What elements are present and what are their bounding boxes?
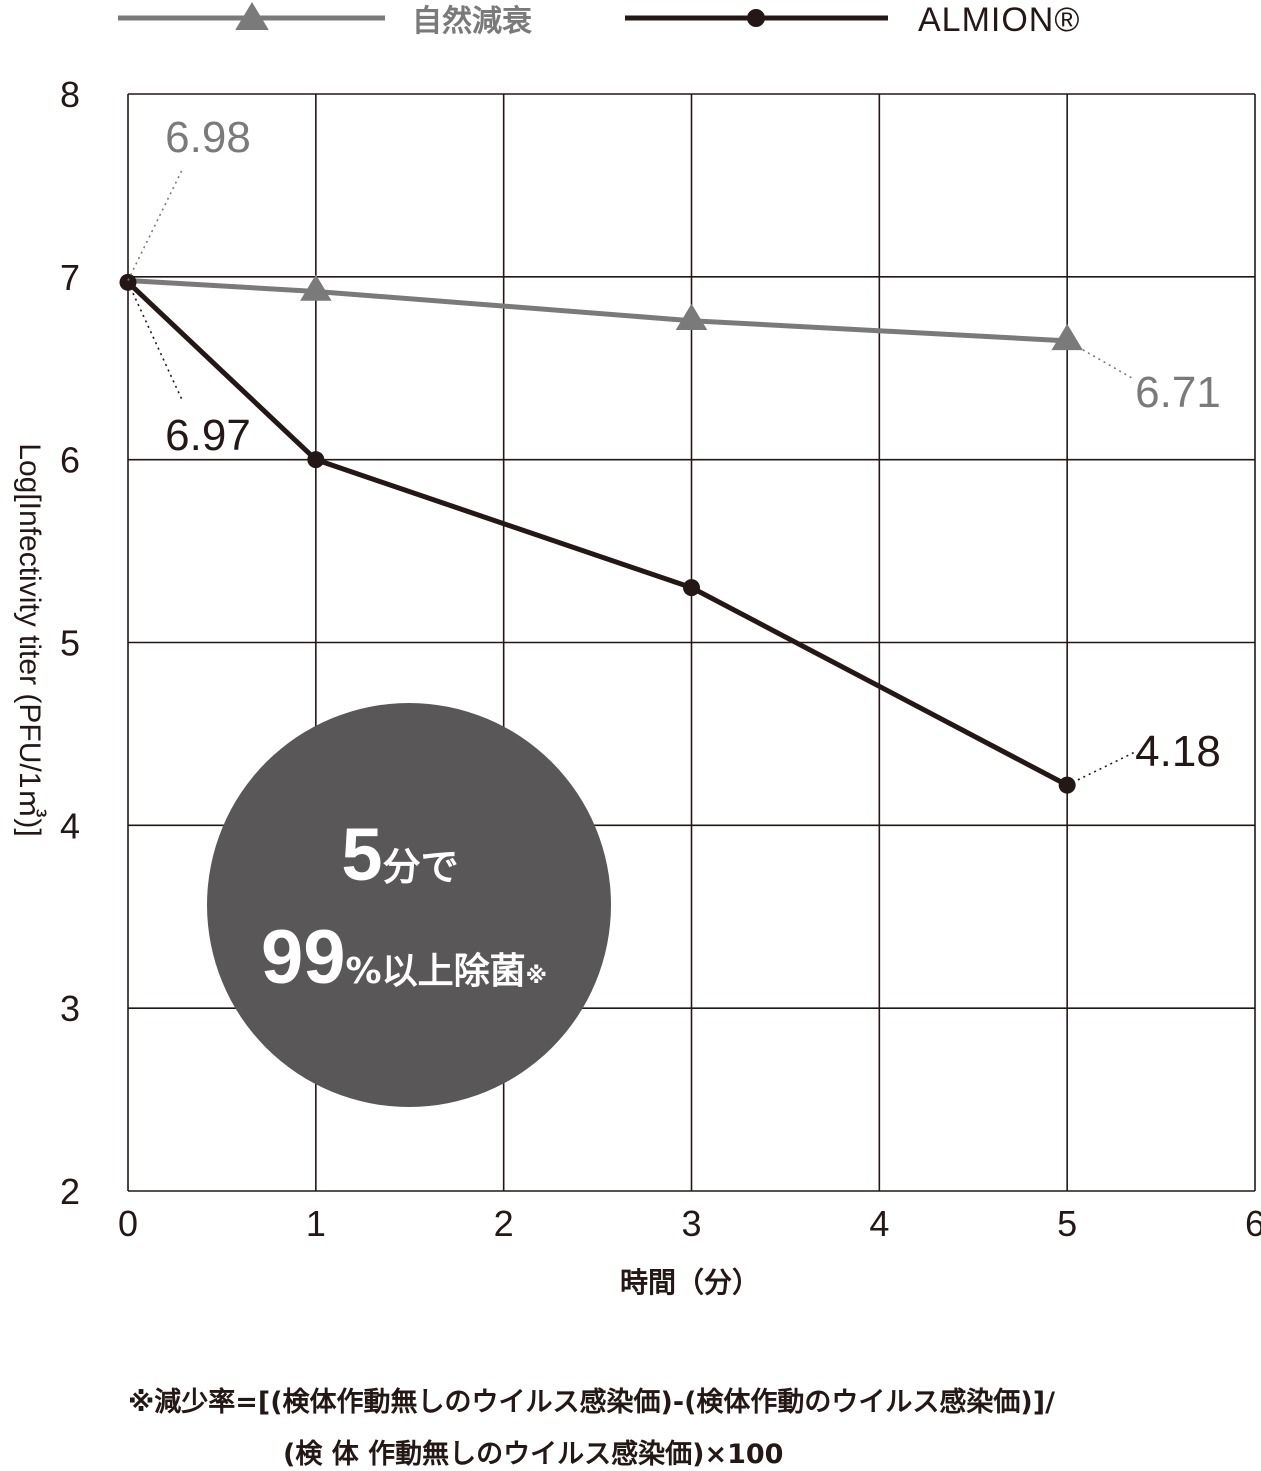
- data-label-leader: [1066, 340, 1133, 379]
- data-point-triangle: [1051, 323, 1083, 351]
- badge-text-1: 分で: [383, 845, 459, 889]
- x-tick-label: 2: [494, 1203, 514, 1244]
- badge-line-2: 99%以上除菌※: [261, 915, 547, 1000]
- footnote-line-1: ※減少率=[(検体作動無しのウイルス感染価)-(検体作動のウイルス感染価)]/: [128, 1387, 1055, 1418]
- y-tick-label: 3: [60, 988, 80, 1029]
- data-label: 6.71: [1135, 368, 1221, 417]
- data-label-leader: [127, 167, 184, 281]
- y-tick-label: 5: [60, 623, 80, 664]
- y-tick-label: 7: [60, 257, 80, 298]
- data-point-circle: [307, 451, 325, 469]
- badge-text-2: %以上除菌: [346, 951, 526, 992]
- series-group: 6.98 6.71 6.97 4.18: [119, 113, 1221, 794]
- y-axis-label: Log[Infectivity titer (PFU/1㎥)]: [13, 443, 46, 836]
- data-label: 6.97: [165, 411, 251, 460]
- series-line-0: [127, 277, 1068, 344]
- y-tick-label: 8: [60, 74, 80, 115]
- highlight-badge: 5分で 99%以上除菌※: [207, 703, 611, 1107]
- legend-label-almion: ALMION®: [918, 1, 1080, 39]
- data-label-leader: [127, 281, 184, 403]
- footnote-line-2: (検 体 作動無しのウイルス感染価)×100: [283, 1439, 784, 1470]
- y-tick-label: 4: [60, 805, 80, 846]
- data-point-triangle: [300, 274, 332, 301]
- legend-circle-marker: [747, 9, 765, 27]
- badge-circle: [207, 703, 611, 1107]
- y-tick-label: 6: [60, 440, 80, 481]
- legend: 自然減衰 ALMION®: [118, 1, 1080, 39]
- series-line-1: [126, 280, 1069, 788]
- legend-triangle-marker: [235, 2, 269, 30]
- data-label: 4.18: [1135, 727, 1221, 776]
- x-axis-label: 時間（分）: [620, 1266, 760, 1299]
- x-tick-label: 0: [118, 1203, 138, 1244]
- x-tick-label: 4: [869, 1203, 889, 1244]
- data-label-leader: [1066, 751, 1136, 786]
- badge-line-1: 5分で: [341, 813, 458, 896]
- badge-number-5: 5: [341, 813, 382, 896]
- line-chart: 自然減衰 ALMION® 0 1 2 3 4 5 6 2 3 4 5 6 7 8 Log[Infectivi…: [13, 1, 1261, 1299]
- data-point-circle: [683, 579, 700, 597]
- data-label: 6.98: [165, 113, 251, 162]
- badge-number-99: 99: [261, 915, 346, 1000]
- y-tick-label: 2: [60, 1171, 80, 1212]
- x-tick-label: 5: [1057, 1203, 1077, 1244]
- data-point-triangle: [675, 303, 708, 330]
- legend-label-natural: 自然減衰: [412, 4, 532, 39]
- x-tick-label: 1: [306, 1203, 326, 1244]
- badge-mark: ※: [526, 964, 547, 989]
- axis-ticks: 0 1 2 3 4 5 6 2 3 4 5 6 7 8: [60, 74, 1261, 1244]
- x-tick-label: 3: [681, 1203, 701, 1244]
- x-tick-label: 6: [1245, 1203, 1261, 1244]
